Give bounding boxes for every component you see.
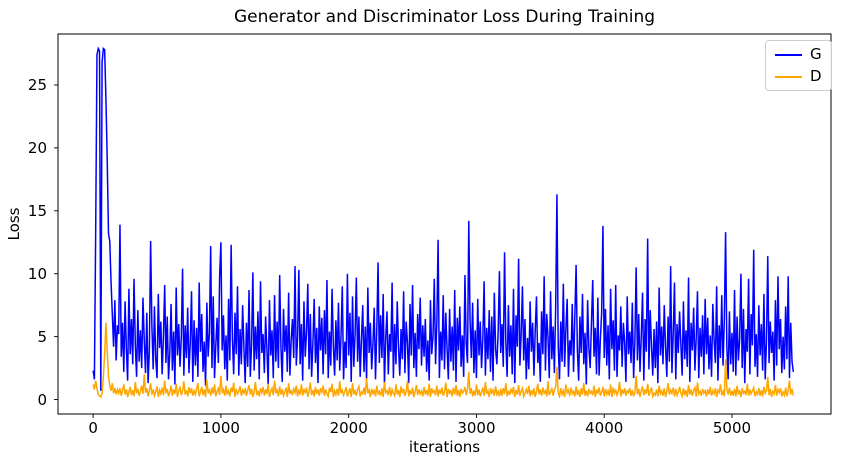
y-tick-label: 5	[37, 327, 47, 346]
x-tick-label: 4000	[585, 419, 624, 437]
legend-entry-d: D	[775, 68, 822, 85]
y-tick-label: 25	[27, 75, 47, 94]
x-tick-label: 2000	[329, 419, 368, 437]
x-axis-label: iterations	[408, 438, 481, 456]
y-axis-label: Loss	[5, 207, 23, 241]
legend-label: G	[810, 45, 822, 63]
legend-entry-g: G	[775, 46, 822, 63]
y-tick-label: 15	[27, 201, 47, 220]
x-tick-label: 3000	[457, 419, 496, 437]
y-tick-label: 20	[27, 138, 47, 157]
legend-line-swatch	[775, 53, 802, 56]
legend-line-swatch	[775, 75, 802, 78]
x-tick-label: 5000	[712, 419, 752, 437]
d-loss-line	[92, 322, 795, 400]
y-tick-label: 10	[27, 264, 47, 283]
g-loss-line	[92, 46, 795, 391]
axis-ticks	[54, 84, 733, 418]
x-tick-label: 1000	[201, 419, 240, 437]
x-tick-label: 0	[88, 419, 98, 437]
chart-title: Generator and Discriminator Loss During …	[233, 7, 656, 27]
axes-border	[57, 33, 832, 415]
y-tick-label: 0	[37, 390, 47, 409]
loss-lines	[92, 46, 795, 400]
legend-label: D	[810, 67, 822, 85]
